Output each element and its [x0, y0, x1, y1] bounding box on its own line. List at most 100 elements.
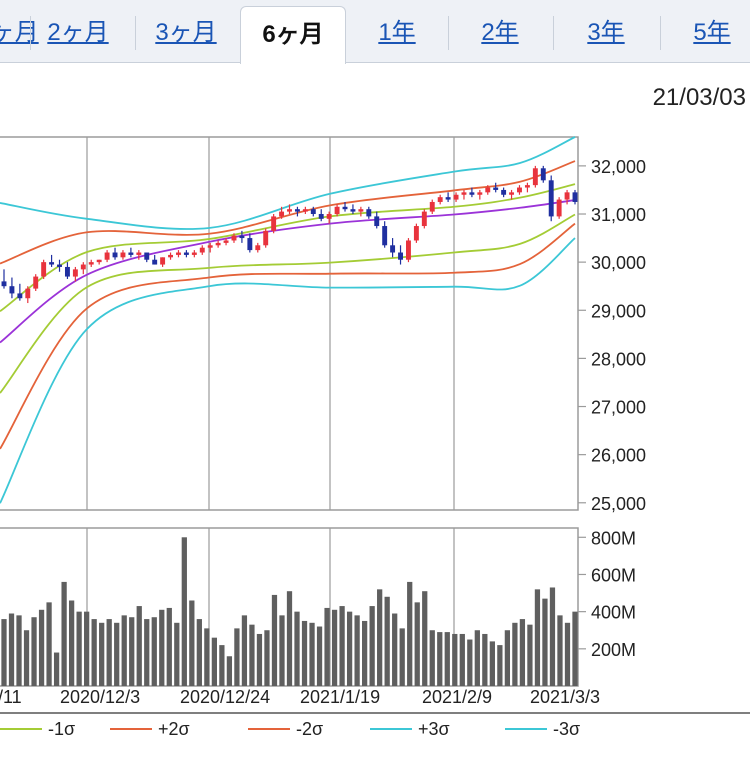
legend-label: -1σ	[48, 719, 75, 739]
volume-bar	[76, 611, 82, 686]
tab-period-0[interactable]: 1ヶ月	[0, 0, 58, 62]
price-tick-label: 26,000	[591, 446, 646, 466]
candle-body	[556, 199, 562, 217]
volume-bar	[279, 615, 285, 686]
candle-body	[33, 276, 39, 289]
volume-bar	[467, 639, 473, 686]
volume-bar	[53, 652, 60, 686]
tab-period-5[interactable]: 2年	[450, 0, 550, 62]
volume-bar	[23, 630, 30, 686]
tab-period-6[interactable]: 3年	[556, 0, 656, 62]
volume-bar	[301, 620, 308, 686]
volume-bar	[339, 606, 345, 686]
volume-bar	[234, 628, 240, 686]
volume-bar	[16, 615, 22, 686]
volume-tick-label: 200M	[591, 640, 636, 660]
candle-body	[287, 209, 292, 212]
volume-bar	[437, 632, 443, 686]
volume-bar	[174, 622, 180, 686]
volume-bar	[159, 609, 165, 686]
tab-label: 3年	[587, 19, 625, 46]
volume-bar	[189, 600, 195, 686]
date-tick-label: 2020/12/3	[60, 687, 140, 707]
date-tick-label: /11	[0, 687, 22, 707]
volume-bar	[181, 537, 187, 686]
date-tick-label: 2021/3/3	[530, 687, 600, 707]
tab-label: 3ヶ月	[155, 19, 217, 46]
candle-body	[271, 216, 277, 231]
tab-label: 5年	[693, 19, 731, 46]
candle-body	[144, 252, 150, 260]
candle-body	[350, 209, 356, 212]
candle-body	[532, 168, 538, 186]
candle-body	[64, 266, 70, 277]
candle-body	[80, 264, 86, 270]
volume-bar	[407, 581, 413, 686]
volume-bar	[46, 602, 52, 686]
volume-bar	[369, 606, 375, 686]
tab-period-1[interactable]: 2ヶ月	[28, 0, 128, 62]
candle-body	[160, 257, 166, 265]
candle-body	[104, 252, 110, 260]
volume-bar	[31, 617, 37, 686]
candle-body	[326, 214, 332, 219]
volume-bar	[151, 617, 157, 686]
volume-bar	[497, 645, 503, 686]
volume-bar	[129, 617, 135, 686]
candle-body	[310, 209, 316, 215]
candle-body	[342, 206, 348, 210]
volume-bar	[121, 615, 127, 686]
candle-body	[207, 245, 213, 248]
volume-bar	[204, 628, 210, 686]
candle-body	[255, 245, 261, 251]
candle-body	[564, 192, 570, 200]
legend-label: +3σ	[418, 719, 450, 739]
candle-body	[469, 192, 475, 195]
candle-body	[279, 211, 285, 217]
candle-body	[231, 235, 237, 241]
price-tick-label: 32,000	[591, 157, 646, 177]
candle-body	[517, 187, 522, 193]
volume-bar	[482, 633, 488, 686]
tab-period-2[interactable]: 3ヶ月	[136, 0, 236, 62]
volume-tick-label: 400M	[591, 603, 636, 623]
volume-bar	[61, 581, 67, 686]
volume-bar	[294, 611, 300, 686]
tab-period-7[interactable]: 5年	[674, 0, 750, 62]
volume-bar	[106, 619, 112, 686]
band-minus3-sigma	[0, 237, 576, 504]
candle-body	[477, 192, 483, 195]
candle-body	[72, 269, 78, 277]
candle-body	[390, 245, 396, 253]
candle-body	[1, 281, 7, 287]
tab-period-3[interactable]: 6ヶ月	[240, 6, 346, 64]
tab-separator	[448, 16, 449, 50]
volume-bar	[504, 630, 511, 686]
candle-body	[223, 240, 229, 243]
tab-period-4[interactable]: 1年	[347, 0, 447, 62]
candle-body	[334, 206, 340, 215]
candle-body	[112, 252, 118, 258]
price-tick-label: 27,000	[591, 398, 646, 418]
candle-body	[215, 242, 221, 246]
candle-body	[461, 192, 467, 195]
tab-separator	[135, 16, 136, 50]
volume-bar	[399, 628, 405, 686]
candle-body	[176, 252, 181, 255]
chart-date-label: 21/03/03	[652, 84, 746, 111]
volume-bar	[444, 632, 450, 686]
period-tab-bar: 1ヶ月 2ヶ月 3ヶ月 6ヶ月 1年 2年 3年 5年	[0, 0, 750, 64]
candle-body	[572, 192, 578, 202]
volume-bar	[316, 626, 323, 686]
volume-bar	[452, 633, 458, 686]
volume-bar	[542, 598, 548, 686]
candle-body	[41, 262, 47, 277]
volume-bar	[114, 622, 120, 686]
legend-label: -2σ	[296, 719, 323, 739]
candle-body	[509, 192, 515, 195]
candle-body	[183, 252, 189, 255]
candle-body	[136, 252, 142, 255]
candle-body	[49, 262, 55, 265]
candle-body	[263, 230, 269, 246]
tab-label: 1年	[378, 19, 416, 46]
